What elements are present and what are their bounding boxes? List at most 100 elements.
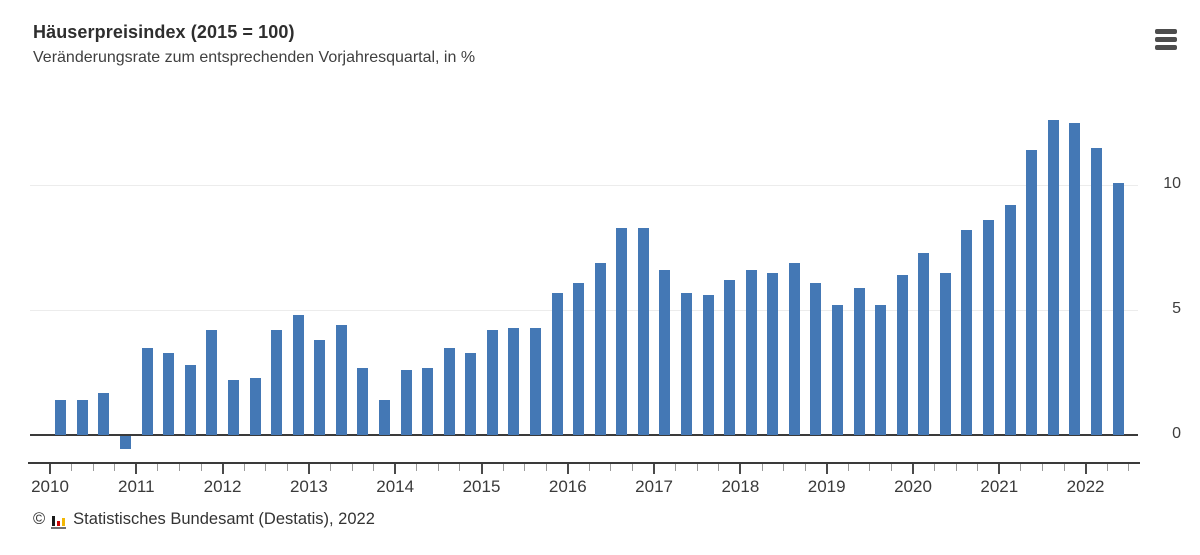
quarter-tick <box>1128 464 1130 471</box>
bar[interactable] <box>1090 147 1102 435</box>
year-label: 2018 <box>721 477 760 496</box>
quarter-tick <box>114 464 116 471</box>
bar[interactable] <box>292 315 304 435</box>
bar[interactable] <box>659 270 671 435</box>
year-tick <box>394 464 397 474</box>
bar[interactable] <box>961 230 973 435</box>
quarter-tick <box>1063 464 1065 471</box>
quarter-tick <box>286 464 288 471</box>
bar[interactable] <box>465 352 477 435</box>
menu-button[interactable] <box>1155 29 1177 50</box>
bar[interactable] <box>573 282 585 435</box>
bar[interactable] <box>227 380 239 435</box>
bar[interactable] <box>767 272 779 435</box>
y-tick-label: 5 <box>1172 300 1181 317</box>
bar[interactable] <box>594 262 606 435</box>
bar[interactable] <box>98 392 110 435</box>
bar[interactable] <box>939 272 951 435</box>
quarter-tick <box>265 464 267 471</box>
bar[interactable] <box>1026 150 1038 435</box>
quarter-tick <box>632 464 633 471</box>
bar[interactable] <box>378 400 390 435</box>
y-tick-label: 10 <box>1163 175 1181 192</box>
hamburger-icon <box>1155 29 1177 34</box>
quarter-tick <box>890 464 892 471</box>
year-tick <box>1084 464 1087 474</box>
bar[interactable] <box>702 295 714 435</box>
bar[interactable] <box>163 352 175 435</box>
year-tick <box>912 464 914 474</box>
bar[interactable] <box>1047 120 1059 435</box>
year-label: 2017 <box>635 477 673 496</box>
quarter-tick <box>71 464 73 471</box>
bar[interactable] <box>745 270 757 435</box>
year-tick <box>998 464 1001 474</box>
copyright-symbol: © <box>33 510 46 528</box>
bar[interactable] <box>1112 182 1124 435</box>
bar[interactable] <box>637 227 649 435</box>
year-label: 2011 <box>118 477 155 496</box>
bar[interactable] <box>184 365 196 435</box>
bar[interactable] <box>1069 122 1081 435</box>
bar[interactable] <box>853 287 865 435</box>
bar[interactable] <box>55 400 67 435</box>
bar[interactable] <box>508 327 520 435</box>
bar[interactable] <box>529 327 541 435</box>
bar[interactable] <box>335 325 347 435</box>
hamburger-icon <box>1155 45 1177 50</box>
quarter-tick <box>373 464 375 471</box>
gridline <box>30 185 1138 186</box>
bar[interactable] <box>551 292 563 435</box>
quarter-tick <box>243 464 245 471</box>
year-label: 2016 <box>548 477 587 496</box>
quarter-tick <box>545 464 547 471</box>
quarter-tick <box>502 464 504 471</box>
quarter-tick <box>783 464 784 471</box>
bar[interactable] <box>422 367 434 435</box>
quarter-tick <box>437 464 439 471</box>
y-tick-label: 0 <box>1172 425 1181 442</box>
year-tick <box>653 464 656 474</box>
year-tick <box>825 464 828 474</box>
bar[interactable] <box>76 400 88 435</box>
bar[interactable] <box>983 220 994 435</box>
year-tick <box>566 464 569 474</box>
bar[interactable] <box>810 282 822 435</box>
quarter-tick <box>1106 464 1108 471</box>
year-label: 2020 <box>894 477 932 496</box>
year-tick <box>49 464 51 474</box>
destatis-logo-icon <box>51 513 67 529</box>
bar[interactable] <box>314 340 326 435</box>
quarter-tick <box>696 464 698 471</box>
bar[interactable] <box>724 280 736 435</box>
bar[interactable] <box>141 347 153 435</box>
bar[interactable] <box>486 330 498 435</box>
bar[interactable] <box>1004 205 1016 435</box>
bar[interactable] <box>832 305 843 435</box>
bar[interactable] <box>443 347 455 435</box>
bar[interactable] <box>120 436 131 449</box>
bar[interactable] <box>875 305 887 435</box>
year-tick <box>135 464 138 474</box>
quarter-tick <box>955 464 957 471</box>
bar[interactable] <box>206 330 218 435</box>
hamburger-icon <box>1155 37 1177 42</box>
bar[interactable] <box>357 367 369 435</box>
bar[interactable] <box>616 227 628 435</box>
bar[interactable] <box>400 370 412 435</box>
bar[interactable] <box>788 262 800 435</box>
bar[interactable] <box>896 275 908 435</box>
quarter-tick <box>1020 464 1022 471</box>
quarter-tick <box>459 464 461 471</box>
bar[interactable] <box>681 292 692 435</box>
bar[interactable] <box>271 330 282 435</box>
bar[interactable] <box>918 252 930 435</box>
quarter-tick <box>178 464 180 471</box>
bar[interactable] <box>249 377 261 435</box>
quarter-tick <box>847 464 849 471</box>
year-label: 2021 <box>980 477 1019 496</box>
quarter-tick <box>588 464 590 471</box>
zero-line <box>30 434 1138 436</box>
year-tick <box>739 464 742 474</box>
